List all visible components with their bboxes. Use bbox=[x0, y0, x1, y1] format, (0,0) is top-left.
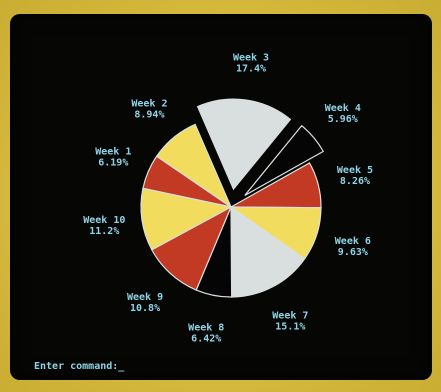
slice-value-week-5: 8.26% bbox=[340, 176, 370, 187]
slice-label-week-7: Week 7 bbox=[272, 310, 308, 321]
command-prompt[interactable]: Enter command:_ bbox=[34, 361, 125, 372]
slice-label-week-10: Week 10 bbox=[83, 215, 125, 226]
slice-label-week-9: Week 9 bbox=[127, 292, 163, 303]
slice-label-week-4: Week 4 bbox=[325, 103, 361, 114]
slice-value-week-6: 9.63% bbox=[338, 247, 368, 258]
slice-label-week-2: Week 2 bbox=[131, 98, 167, 109]
slice-label-week-1: Week 1 bbox=[95, 147, 131, 158]
slice-value-week-1: 6.19% bbox=[98, 158, 128, 169]
slice-label-week-3: Week 3 bbox=[233, 52, 269, 63]
slice-value-week-10: 11.2% bbox=[89, 226, 119, 237]
pie-slice-week-4 bbox=[244, 124, 325, 196]
slice-label-week-6: Week 6 bbox=[335, 236, 371, 247]
slice-label-week-5: Week 5 bbox=[337, 165, 373, 176]
pie-chart: Week 16.19% Week 28.94% Week 317.4% Week 45… bbox=[83, 52, 373, 345]
pie-slice-week-2 bbox=[155, 123, 233, 209]
slice-value-week-4: 5.96% bbox=[328, 114, 358, 125]
slice-value-week-9: 10.8% bbox=[130, 303, 160, 314]
pie-slice-week-10 bbox=[140, 187, 233, 251]
slice-label-week-8: Week 8 bbox=[188, 323, 224, 334]
slice-value-week-3: 17.4% bbox=[236, 63, 266, 74]
slice-value-week-7: 15.1% bbox=[275, 321, 305, 332]
pie-slice-week-7 bbox=[230, 205, 306, 298]
slice-value-week-8: 6.42% bbox=[191, 334, 221, 345]
slice-value-week-2: 8.94% bbox=[134, 109, 164, 120]
pie-slice-week-3 bbox=[196, 98, 292, 191]
